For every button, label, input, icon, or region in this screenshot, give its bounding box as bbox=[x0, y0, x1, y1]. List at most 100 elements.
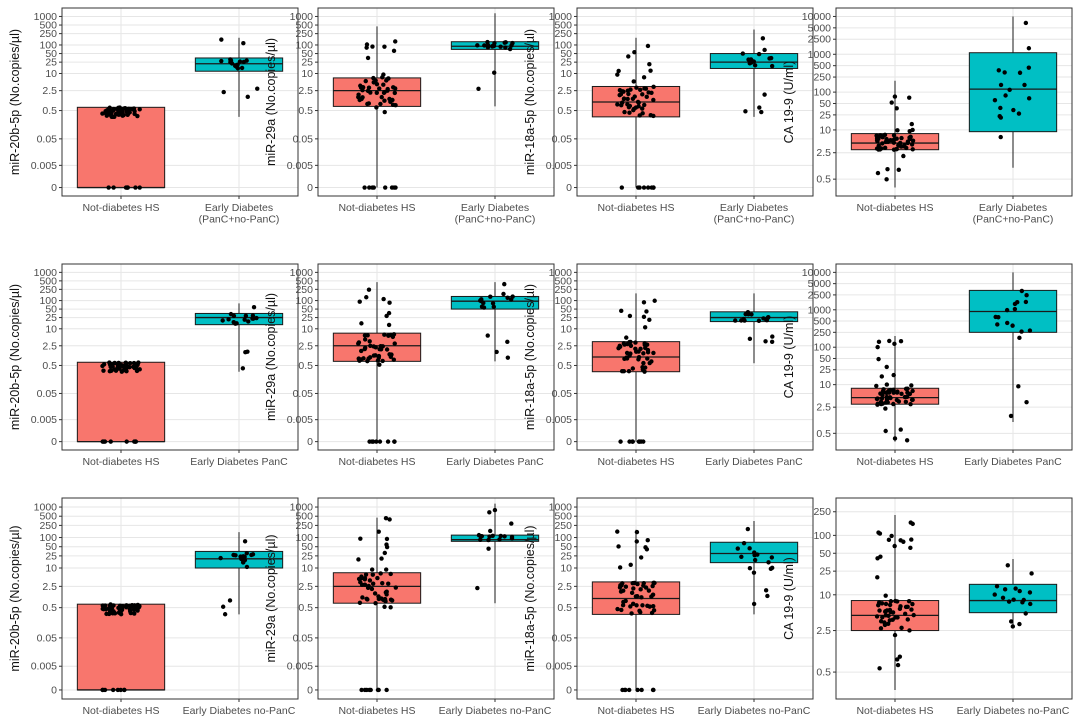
ytick-label: 2.5 bbox=[816, 402, 831, 414]
data-point bbox=[132, 611, 137, 616]
data-point bbox=[642, 102, 647, 108]
data-point bbox=[383, 185, 388, 190]
data-point bbox=[629, 590, 635, 596]
data-point bbox=[392, 90, 397, 96]
data-point bbox=[898, 144, 904, 149]
panel-12: 0.5 2.5 10 25 50 100 250 Not-diabetes HS Early D… bbox=[782, 497, 1073, 717]
data-point bbox=[132, 109, 137, 114]
ytick-label: 250 bbox=[813, 506, 831, 518]
xtick-label: Early Diabetes no-PanC bbox=[698, 705, 811, 717]
data-point bbox=[509, 534, 515, 540]
ytick-label: 500 bbox=[295, 511, 313, 523]
data-point bbox=[628, 604, 633, 609]
data-point bbox=[909, 397, 915, 403]
data-point bbox=[891, 372, 896, 378]
data-point bbox=[883, 601, 889, 607]
data-point bbox=[996, 68, 1001, 73]
ytick-label: 0.5 bbox=[816, 667, 831, 679]
data-point bbox=[763, 339, 768, 344]
xtick-label: (PanC+no-PanC) bbox=[455, 214, 536, 226]
data-point bbox=[763, 588, 769, 593]
data-point bbox=[1005, 563, 1010, 568]
data-point bbox=[743, 109, 748, 114]
ytick-label: 0 bbox=[566, 684, 572, 696]
data-point bbox=[120, 113, 125, 118]
data-point bbox=[630, 366, 636, 371]
data-point bbox=[633, 105, 639, 110]
data-point bbox=[505, 339, 510, 345]
data-point bbox=[895, 389, 900, 394]
data-point bbox=[387, 352, 392, 357]
ytick-label: 0.05 bbox=[552, 388, 573, 400]
data-point bbox=[641, 580, 646, 586]
ytick-label: 0.005 bbox=[31, 414, 57, 426]
data-point bbox=[505, 355, 511, 360]
ytick-label: 500 bbox=[39, 511, 57, 523]
data-point bbox=[770, 565, 775, 571]
data-point bbox=[910, 388, 915, 394]
ytick-label: 250 bbox=[554, 28, 572, 40]
ytick-label: 100 bbox=[813, 342, 831, 354]
data-point bbox=[646, 90, 651, 95]
data-point bbox=[393, 185, 398, 190]
data-point bbox=[502, 534, 507, 539]
ytick-label: 100 bbox=[295, 532, 313, 544]
data-point bbox=[377, 362, 382, 367]
ytick-label: 25 bbox=[45, 312, 57, 324]
data-point bbox=[371, 344, 376, 349]
data-point bbox=[898, 427, 903, 432]
data-point bbox=[490, 301, 496, 306]
data-point bbox=[492, 41, 497, 46]
data-point bbox=[1002, 70, 1007, 75]
ytick-label: 0.005 bbox=[31, 160, 57, 172]
data-point bbox=[638, 555, 644, 560]
data-point bbox=[733, 318, 738, 323]
data-point bbox=[382, 98, 387, 103]
ytick-label: 0.05 bbox=[37, 388, 58, 400]
data-point bbox=[624, 335, 629, 340]
data-point bbox=[1023, 20, 1029, 26]
data-point bbox=[883, 406, 888, 411]
ytick-label: 500 bbox=[295, 275, 313, 287]
ytick-label: 0 bbox=[307, 182, 313, 194]
data-point bbox=[640, 92, 645, 97]
data-point bbox=[752, 557, 758, 563]
y-axis-label: miR-18a-5p (No.copies/µl) bbox=[523, 284, 537, 430]
xtick-label: Early Diabetes bbox=[205, 202, 273, 214]
data-point bbox=[998, 115, 1004, 120]
data-point bbox=[494, 349, 499, 355]
data-point bbox=[1026, 65, 1032, 70]
ytick-label: 0 bbox=[566, 436, 572, 448]
data-point bbox=[1022, 82, 1027, 88]
ytick-label: 0.5 bbox=[42, 602, 57, 614]
data-point bbox=[884, 382, 890, 387]
data-point bbox=[645, 347, 651, 353]
ytick-label: 250 bbox=[295, 520, 313, 532]
ytick-label: 1000 bbox=[290, 11, 314, 23]
data-point bbox=[884, 364, 889, 370]
data-point bbox=[897, 654, 903, 659]
data-point bbox=[884, 394, 889, 400]
ytick-label: 0.05 bbox=[293, 388, 314, 400]
data-point bbox=[237, 59, 243, 64]
ytick-label: 0.005 bbox=[287, 661, 313, 673]
data-point bbox=[1005, 320, 1010, 326]
ytick-label: 0.05 bbox=[37, 632, 58, 644]
data-point bbox=[376, 594, 381, 599]
data-point bbox=[231, 313, 237, 319]
data-point bbox=[762, 47, 767, 53]
data-point bbox=[909, 121, 914, 127]
ytick-label: 0.005 bbox=[287, 160, 313, 172]
data-point bbox=[379, 556, 384, 561]
data-point bbox=[767, 56, 772, 61]
data-point bbox=[619, 308, 624, 314]
data-point bbox=[104, 113, 109, 118]
ytick-label: 50 bbox=[45, 541, 57, 553]
data-point bbox=[109, 114, 114, 120]
data-point bbox=[632, 49, 637, 55]
data-point bbox=[117, 112, 122, 117]
data-point bbox=[770, 334, 775, 339]
data-point bbox=[639, 687, 644, 693]
